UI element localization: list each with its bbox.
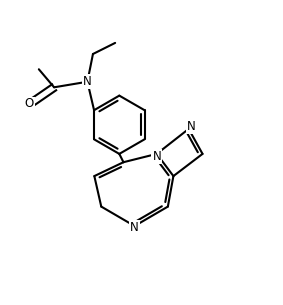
Text: N: N	[83, 75, 92, 88]
Text: N: N	[187, 120, 196, 133]
Text: O: O	[25, 97, 34, 110]
Text: N: N	[130, 221, 139, 234]
Text: N: N	[130, 221, 139, 234]
Text: N: N	[187, 120, 196, 133]
Text: N: N	[152, 150, 161, 163]
Text: O: O	[25, 97, 34, 110]
Text: N: N	[83, 75, 92, 88]
Text: N: N	[152, 150, 161, 163]
